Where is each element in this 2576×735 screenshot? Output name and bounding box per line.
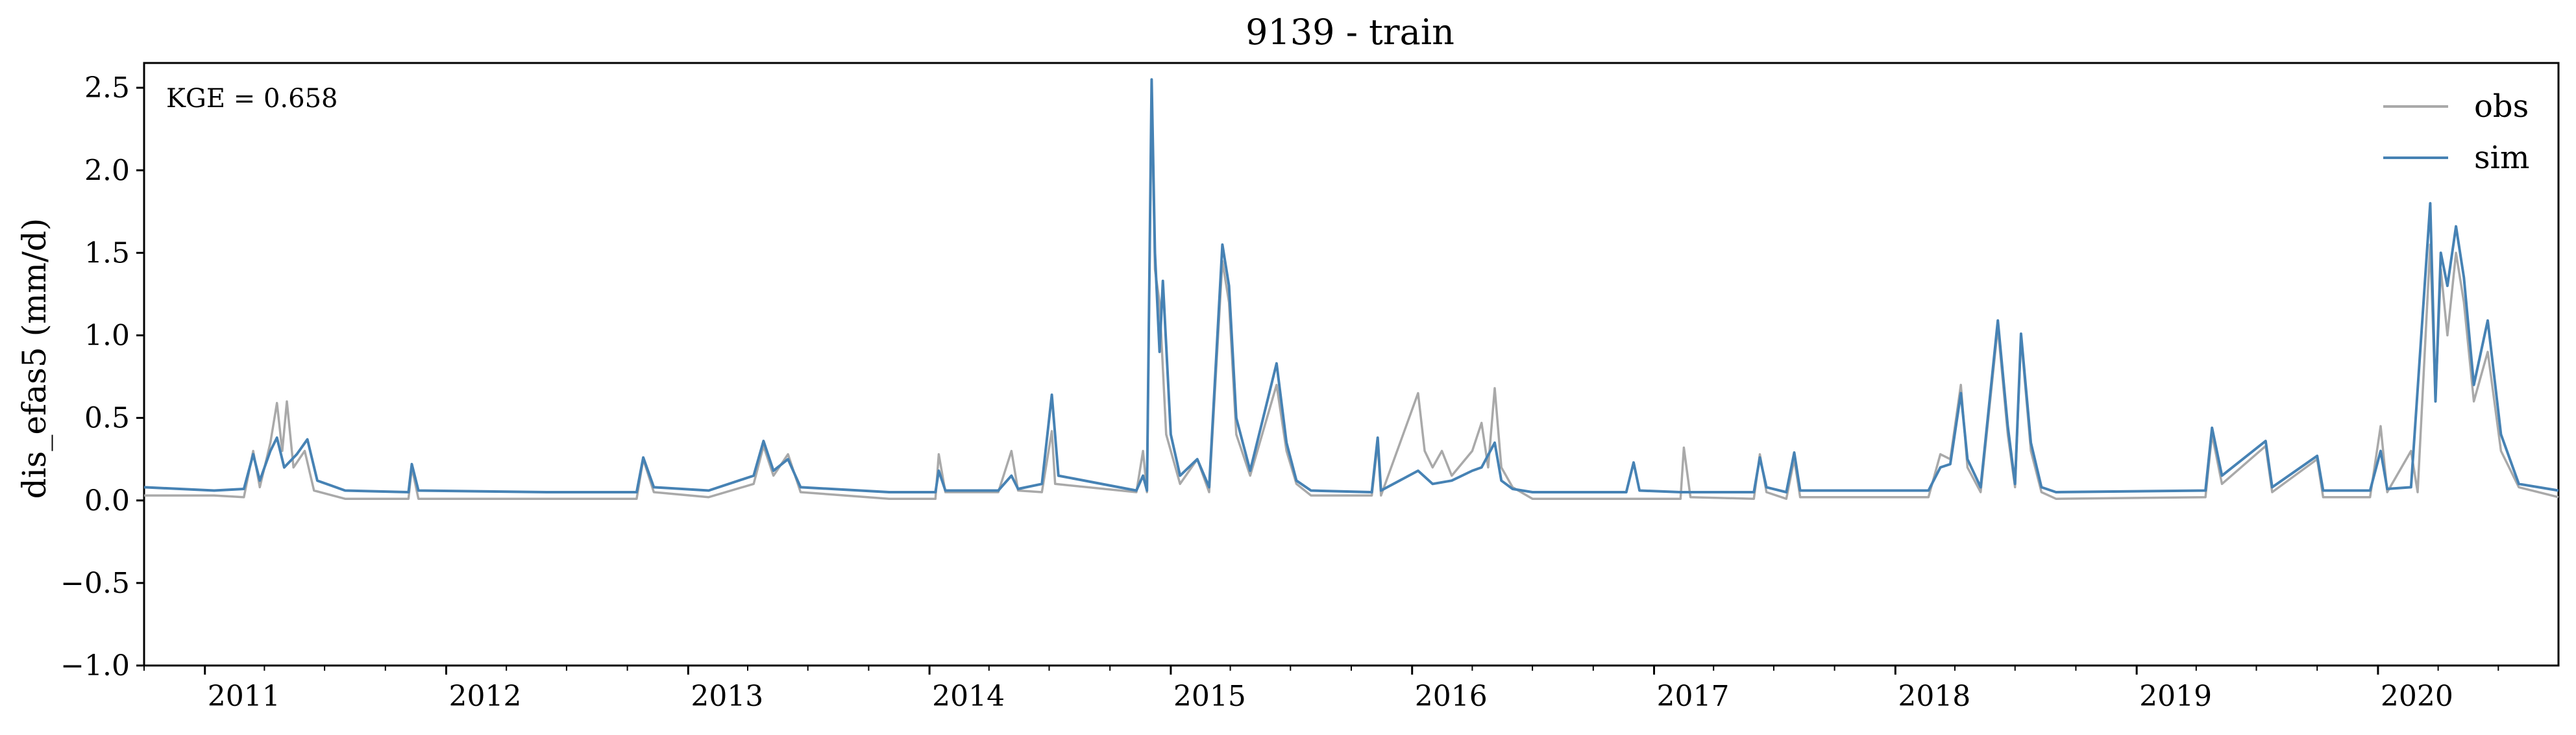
kge-annotation: KGE = 0.658 — [166, 84, 338, 114]
legend-obs-label: obs — [2474, 88, 2529, 125]
x-tick-label: 2011 — [208, 680, 280, 713]
chart-title: 9139 - train — [1245, 12, 1454, 53]
x-tick-label: 2016 — [1415, 680, 1488, 713]
y-tick-label: 1.0 — [84, 319, 130, 353]
x-tick-label: 2018 — [1898, 680, 1970, 713]
series-line-sim — [143, 78, 2559, 493]
y-tick-label: 2.0 — [84, 154, 130, 187]
plot-area: −1.0−0.50.00.51.01.52.02.5 2011 2012 2013 2… — [60, 62, 2560, 713]
y-tick-label: 2.5 — [84, 71, 130, 105]
y-axis-label: dis_efas5 (mm/d) — [16, 218, 53, 499]
x-tick-label: 2020 — [2381, 680, 2453, 713]
y-tick-label: −1.0 — [60, 649, 130, 682]
x-tick-label: 2017 — [1657, 680, 1730, 713]
x-tick-label: 2014 — [932, 680, 1005, 713]
y-tick-label: 0.0 — [84, 484, 130, 517]
y-tick-label: 1.5 — [84, 236, 130, 269]
y-axis: −1.0 −0.5 0.0 0.5 1.0 1.5 2.0 2.5 — [60, 71, 144, 682]
series-line-obs — [144, 86, 2559, 500]
x-tick-label: 2013 — [691, 680, 763, 713]
legend-sim-label: sim — [2474, 140, 2530, 176]
y-tick-label: −0.5 — [60, 567, 130, 600]
series-layer — [143, 78, 2559, 500]
legend: obs sim — [2383, 88, 2530, 176]
x-tick-label: 2015 — [1173, 680, 1246, 713]
y-tick-label: 0.5 — [84, 402, 130, 435]
x-tick-label: 2012 — [449, 680, 522, 713]
plot-frame — [143, 62, 2560, 667]
x-axis: 2011 2012 2013 2014 2015 2016 2017 2018 2019 2020 — [143, 666, 2499, 713]
x-tick-label: 2019 — [2139, 680, 2212, 713]
